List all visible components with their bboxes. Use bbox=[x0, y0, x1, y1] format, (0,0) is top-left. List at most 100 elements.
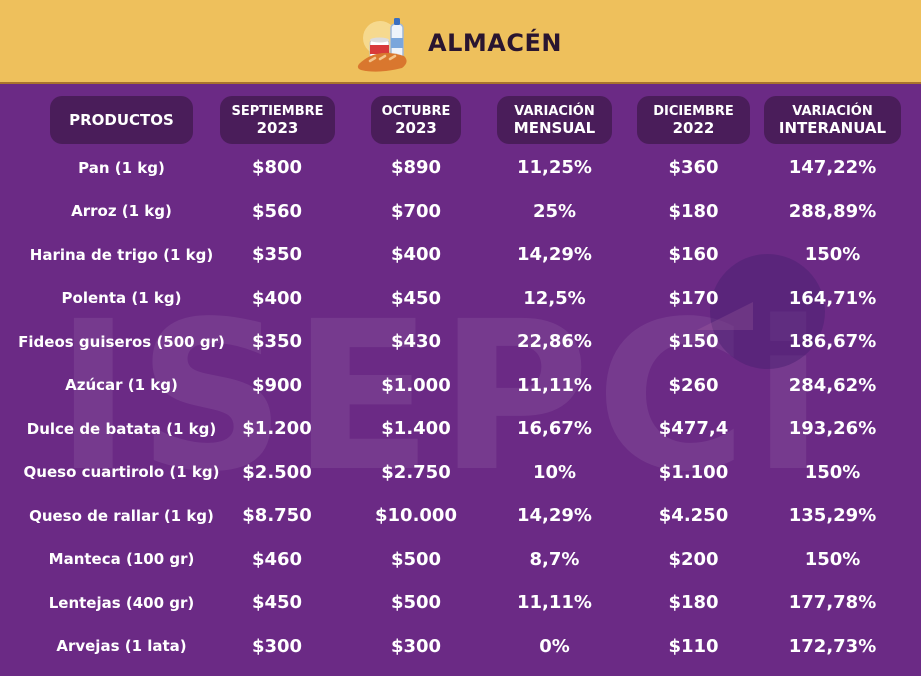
price-september-2023: $2.500 bbox=[242, 461, 312, 483]
price-december-2022: $260 bbox=[668, 374, 719, 396]
yearly-variation: 186,67% bbox=[788, 331, 877, 353]
yearly-variation: 164,71% bbox=[788, 287, 877, 309]
product-name: Arvejas (1 lata) bbox=[56, 637, 187, 656]
monthly-variation: 25% bbox=[532, 200, 577, 222]
yearly-variation: 284,62% bbox=[788, 374, 877, 396]
price-october-2023: $1.000 bbox=[381, 374, 451, 396]
price-december-2022: $110 bbox=[668, 635, 719, 657]
price-september-2023: $8.750 bbox=[242, 505, 312, 527]
product-name: Azúcar (1 kg) bbox=[65, 376, 178, 395]
column-header-yearly-variation: VARIACIÓN INTERANUAL bbox=[764, 96, 901, 144]
monthly-variation: 22,86% bbox=[517, 331, 592, 353]
column-header-monthly-variation: VARIACIÓN MENSUAL bbox=[497, 96, 612, 144]
column-header-sublabel: 2022 bbox=[672, 119, 715, 137]
grocery-basket-icon bbox=[357, 18, 407, 72]
price-september-2023: $800 bbox=[251, 157, 303, 179]
price-october-2023: $500 bbox=[390, 592, 442, 614]
price-october-2023: $890 bbox=[390, 157, 442, 179]
product-name: Lentejas (400 gr) bbox=[48, 593, 195, 612]
title-group: ALMACÉN bbox=[356, 14, 562, 72]
price-december-2022: $160 bbox=[668, 244, 719, 266]
product-name: Dulce de batata (1 kg) bbox=[26, 419, 217, 438]
price-october-2023: $430 bbox=[390, 331, 442, 353]
title-banner: ALMACÉN bbox=[0, 0, 921, 84]
price-december-2022: $180 bbox=[668, 592, 719, 614]
table-row: Harina de trigo (1 kg) $350 $400 14,29% $160… bbox=[0, 233, 921, 277]
column-header-sublabel: INTERANUAL bbox=[778, 119, 887, 137]
product-name: Queso de rallar (1 kg) bbox=[29, 506, 214, 525]
table-row: Pan (1 kg) $800 $890 11,25% $360 147,22% bbox=[0, 146, 921, 190]
table-row: Manteca (100 gr) $460 $500 8,7% $200 150% bbox=[0, 538, 921, 582]
yearly-variation: 147,22% bbox=[788, 157, 877, 179]
yearly-variation: 150% bbox=[804, 244, 861, 266]
column-header-label: VARIACIÓN bbox=[514, 104, 595, 119]
price-december-2022: $150 bbox=[668, 331, 719, 353]
table-row: Arroz (1 kg) $560 $700 25% $180 288,89% bbox=[0, 190, 921, 234]
monthly-variation: 8,7% bbox=[529, 548, 580, 570]
price-october-2023: $1.400 bbox=[381, 418, 451, 440]
price-october-2023: $500 bbox=[390, 548, 442, 570]
price-december-2022: $477,4 bbox=[658, 418, 729, 440]
price-december-2022: $360 bbox=[668, 157, 719, 179]
price-december-2022: $170 bbox=[668, 287, 719, 309]
price-september-2023: $450 bbox=[251, 592, 303, 614]
table-row: Lentejas (400 gr) $450 $500 11,11% $180 177,7… bbox=[0, 581, 921, 625]
yearly-variation: 177,78% bbox=[788, 592, 877, 614]
price-september-2023: $300 bbox=[251, 635, 303, 657]
yearly-variation: 135,29% bbox=[788, 505, 877, 527]
product-name: Harina de trigo (1 kg) bbox=[29, 245, 214, 264]
price-october-2023: $2.750 bbox=[381, 461, 451, 483]
product-name: Manteca (100 gr) bbox=[48, 550, 195, 569]
product-name: Fideos guiseros (500 gr) bbox=[18, 332, 225, 351]
monthly-variation: 11,25% bbox=[517, 157, 592, 179]
table-row: Fideos guiseros (500 gr) $350 $430 22,86% $1… bbox=[0, 320, 921, 364]
column-header-october-2023: OCTUBRE 2023 bbox=[371, 96, 461, 144]
column-header-products: PRODUCTOS bbox=[50, 96, 193, 144]
yearly-variation: 172,73% bbox=[788, 635, 877, 657]
column-header-label: PRODUCTOS bbox=[69, 111, 174, 129]
monthly-variation: 11,11% bbox=[517, 592, 592, 614]
yearly-variation: 193,26% bbox=[788, 418, 877, 440]
price-december-2022: $1.100 bbox=[658, 461, 729, 483]
column-header-sublabel: 2023 bbox=[395, 119, 437, 137]
price-october-2023: $700 bbox=[390, 200, 442, 222]
yearly-variation: 288,89% bbox=[788, 200, 877, 222]
column-header-sublabel: MENSUAL bbox=[513, 119, 596, 137]
price-september-2023: $400 bbox=[251, 287, 303, 309]
price-october-2023: $400 bbox=[390, 244, 442, 266]
price-september-2023: $460 bbox=[251, 548, 303, 570]
column-header-label: SEPTIEMBRE bbox=[231, 104, 324, 119]
monthly-variation: 12,5% bbox=[523, 287, 586, 309]
table-row: Dulce de batata (1 kg) $1.200 $1.400 16,67%… bbox=[0, 407, 921, 451]
column-header-label: DICIEMBRE bbox=[653, 104, 734, 119]
yearly-variation: 150% bbox=[804, 548, 861, 570]
product-name: Pan (1 kg) bbox=[78, 158, 165, 177]
monthly-variation: 16,67% bbox=[517, 418, 592, 440]
price-september-2023: $560 bbox=[251, 200, 303, 222]
price-table: Pan (1 kg) $800 $890 11,25% $360 147,22% Arroz… bbox=[0, 146, 921, 668]
table-row: Queso cuartirolo (1 kg) $2.500 $2.750 10% $1… bbox=[0, 451, 921, 495]
table-row: Polenta (1 kg) $400 $450 12,5% $170 164,71% bbox=[0, 277, 921, 321]
monthly-variation: 14,29% bbox=[517, 505, 592, 527]
product-name: Queso cuartirolo (1 kg) bbox=[23, 463, 220, 482]
yearly-variation: 150% bbox=[804, 461, 861, 483]
page-title: ALMACÉN bbox=[428, 29, 562, 57]
price-october-2023: $10.000 bbox=[375, 505, 457, 527]
column-header-label: VARIACIÓN bbox=[792, 104, 873, 119]
monthly-variation: 11,11% bbox=[517, 374, 592, 396]
table-row: Arvejas (1 lata) $300 $300 0% $110 172,73% bbox=[0, 625, 921, 669]
column-header-sublabel: 2023 bbox=[256, 119, 299, 137]
price-september-2023: $350 bbox=[251, 331, 303, 353]
table-row: Azúcar (1 kg) $900 $1.000 11,11% $260 284,62% bbox=[0, 364, 921, 408]
price-october-2023: $300 bbox=[390, 635, 442, 657]
price-december-2022: $180 bbox=[668, 200, 719, 222]
price-september-2023: $350 bbox=[251, 244, 303, 266]
price-december-2022: $4.250 bbox=[658, 505, 729, 527]
table-row: Queso de rallar (1 kg) $8.750 $10.000 14,29… bbox=[0, 494, 921, 538]
price-september-2023: $900 bbox=[251, 374, 303, 396]
price-october-2023: $450 bbox=[390, 287, 442, 309]
price-september-2023: $1.200 bbox=[242, 418, 312, 440]
product-name: Arroz (1 kg) bbox=[71, 202, 172, 221]
column-header-september-2023: SEPTIEMBRE 2023 bbox=[220, 96, 335, 144]
product-name: Polenta (1 kg) bbox=[61, 289, 182, 308]
